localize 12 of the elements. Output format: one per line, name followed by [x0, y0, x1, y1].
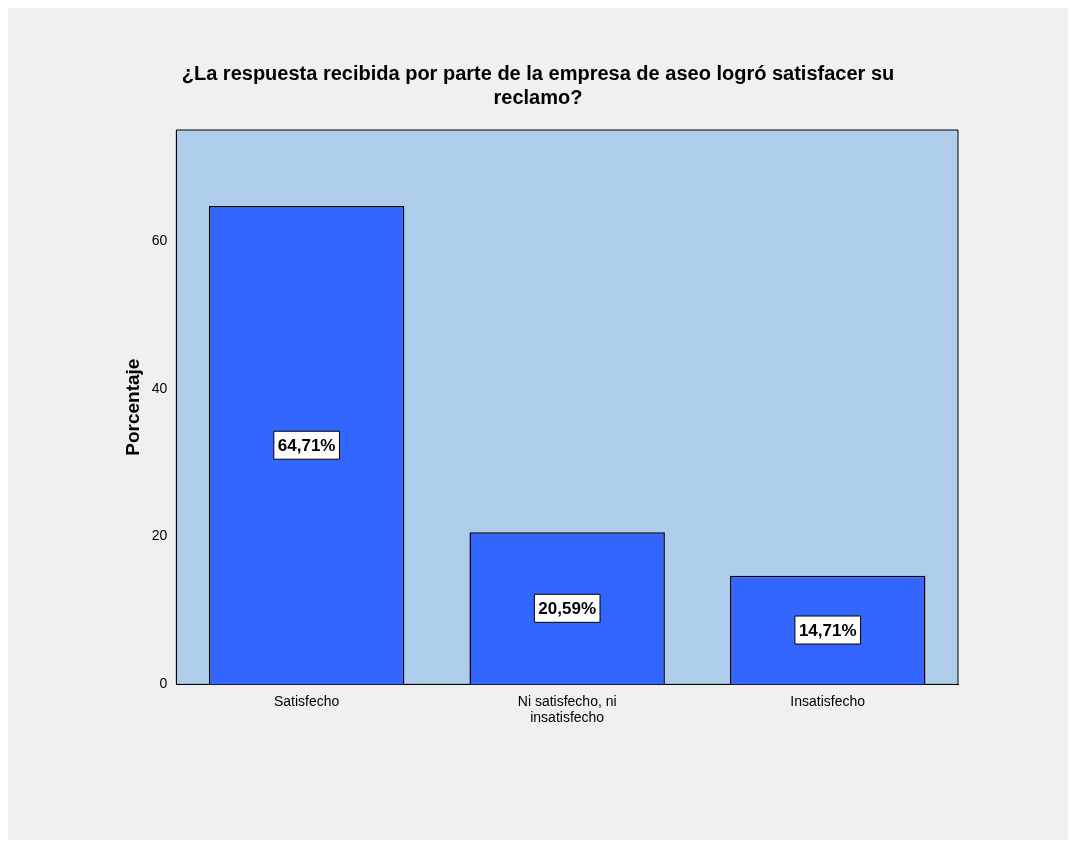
x-tick-label: Ni satisfecho, ni insatisfecho [517, 692, 617, 726]
y-tick-label: 60 [151, 231, 168, 248]
x-tick-label: Satisfecho [273, 692, 340, 709]
data-label: 20,59% [538, 598, 597, 618]
chart-title: ¿La respuesta recibida por parte de la empresa de aseo logró satisfacer su reclamo? [181, 61, 895, 108]
data-label: 14,71% [798, 620, 857, 640]
y-axis-title: Porcentaje [121, 358, 143, 456]
data-label: 64,71% [277, 435, 336, 455]
y-tick-label: 0 [159, 675, 168, 692]
y-tick-label: 40 [151, 379, 168, 396]
x-tick-label: Insatisfecho [790, 692, 866, 709]
y-tick-label: 20 [151, 527, 168, 544]
